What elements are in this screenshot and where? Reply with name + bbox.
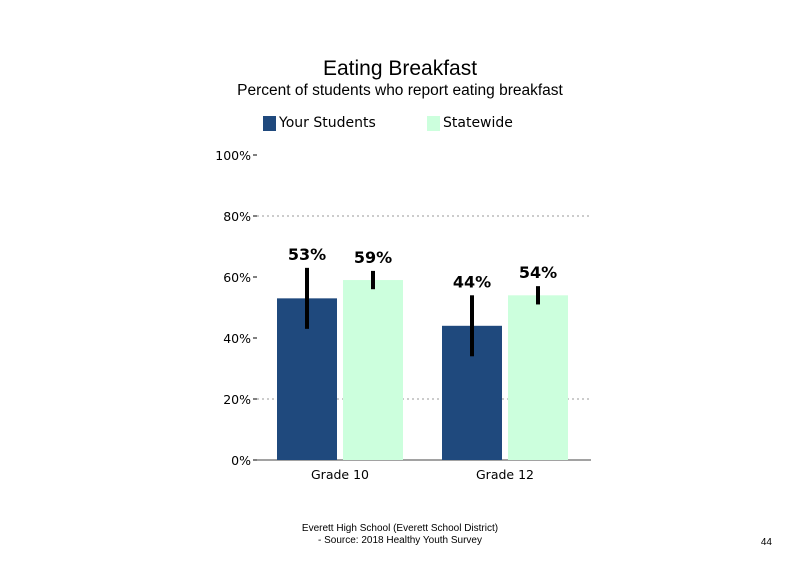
legend-item-your-students: Your Students — [263, 115, 376, 131]
y-tick-label-60: 60% — [223, 270, 251, 285]
data-label-0-1: 44% — [453, 272, 491, 291]
y-tick-label-80: 80% — [223, 209, 251, 224]
chart-subtitle: Percent of students who report eating br… — [237, 82, 563, 99]
page-number: 44 — [760, 537, 772, 548]
y-tick-label-20: 20% — [223, 392, 251, 407]
data-label-1-1: 54% — [519, 263, 557, 282]
legend-swatch-your-students — [263, 115, 276, 131]
footer-school: Everett High School (Everett School Dist… — [301, 523, 499, 534]
x-tick-label-grade-10: Grade 10 — [311, 467, 369, 482]
chart-title: Eating Breakfast — [322, 57, 478, 80]
y-tick-label-0: 0% — [231, 453, 251, 468]
data-label-1-0: 59% — [354, 248, 392, 267]
legend-label-your-students: Your Students — [279, 115, 376, 131]
data-label-0-0: 53% — [288, 245, 326, 264]
legend-swatch-statewide — [427, 115, 440, 131]
bar-statewide-grade-12 — [508, 295, 568, 460]
legend-label-statewide: Statewide — [443, 115, 513, 131]
legend-item-statewide: Statewide — [427, 115, 513, 131]
footer: Everett High School (Everett School Dist… — [200, 523, 600, 547]
y-tick-label-40: 40% — [223, 331, 251, 346]
x-tick-label-grade-12: Grade 12 — [476, 467, 534, 482]
y-tick-label-100: 100% — [215, 148, 251, 163]
footer-source: - Source: 2018 Healthy Youth Survey — [318, 535, 482, 546]
bar-statewide-grade-10 — [343, 280, 403, 460]
